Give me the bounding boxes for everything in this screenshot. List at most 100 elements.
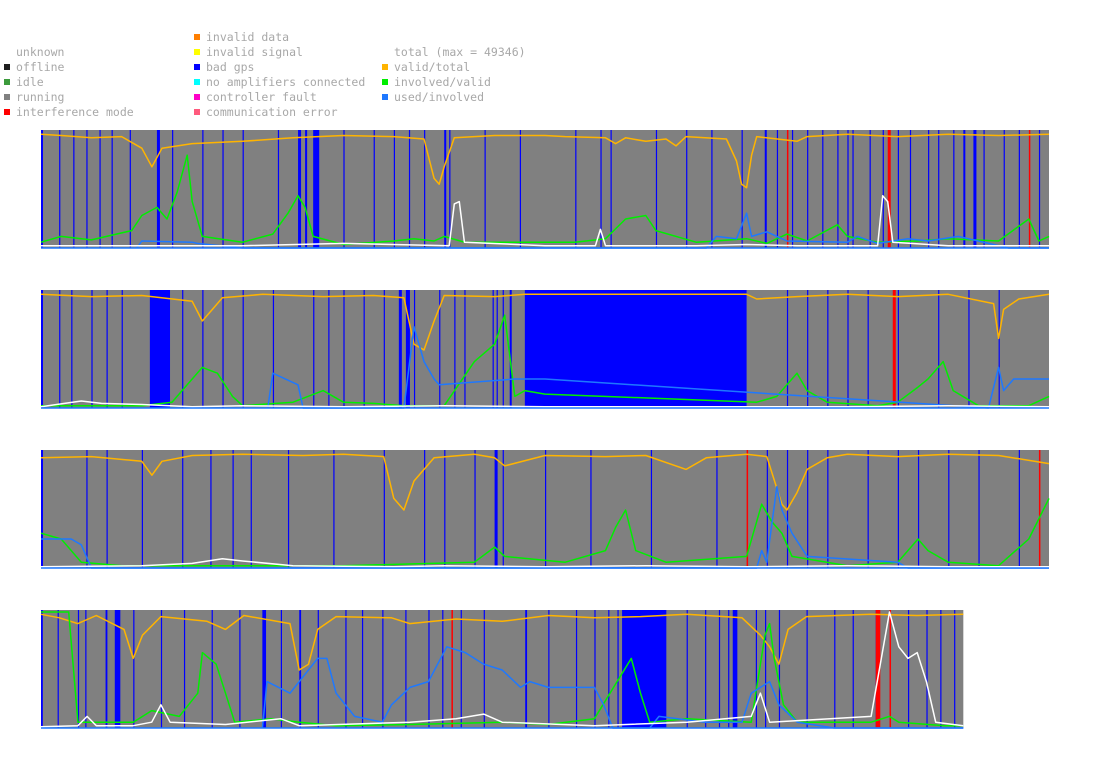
- chart-panel-1: [40, 130, 1050, 249]
- legend-label: total (max = 49346): [394, 44, 526, 59]
- bad-gps-band: [41, 290, 44, 408]
- legend-swatch: [194, 33, 200, 40]
- bad-gps-band: [317, 610, 319, 728]
- bad-gps-band: [272, 290, 275, 408]
- legend-swatch: [382, 63, 388, 70]
- bad-gps-band: [474, 450, 476, 568]
- bad-gps-band: [57, 610, 59, 728]
- bad-gps-band: [313, 290, 315, 408]
- interference-band: [451, 610, 453, 728]
- bad-gps-band: [343, 130, 345, 248]
- bad-gps-band: [383, 290, 385, 408]
- bad-gps-band: [807, 450, 809, 568]
- bad-gps-band: [496, 290, 498, 408]
- bad-gps-band: [287, 450, 290, 568]
- bad-gps-band: [1018, 130, 1020, 248]
- bad-gps-band: [141, 450, 143, 568]
- bad-gps-band: [202, 130, 204, 248]
- bad-gps-band: [869, 130, 871, 248]
- bad-gps-band: [59, 130, 61, 248]
- series-line-total: [41, 195, 1049, 247]
- series-line-total: [40, 400, 1050, 408]
- bad-gps-band: [41, 130, 44, 248]
- bad-gps-band: [59, 290, 61, 408]
- bad-gps-band: [333, 450, 335, 568]
- series-line-involved-valid: [41, 314, 1050, 407]
- bad-gps-band: [926, 610, 928, 728]
- bad-gps-band: [424, 130, 426, 248]
- bad-gps-band: [460, 610, 462, 728]
- bad-gps-band: [548, 610, 550, 728]
- bad-gps-band: [428, 610, 430, 728]
- bad-gps-band: [575, 610, 578, 728]
- bad-gps-band: [156, 130, 160, 248]
- bad-gps-band: [948, 450, 950, 568]
- bad-gps-band: [444, 450, 446, 568]
- bad-gps-band: [827, 450, 829, 568]
- bad-gps-band: [106, 450, 108, 568]
- bad-gps-band: [114, 610, 121, 728]
- bad-gps-band: [786, 290, 789, 408]
- chart-panel-2: [40, 290, 1050, 409]
- legend-label: invalid data: [206, 29, 290, 44]
- legend-item-valid-total: valid/total: [382, 59, 470, 74]
- bad-gps-band: [917, 450, 920, 568]
- bad-gps-band: [622, 610, 667, 728]
- interference-band: [889, 610, 892, 728]
- interference-band: [1038, 450, 1041, 568]
- legend-label: unknown: [16, 44, 65, 59]
- bad-gps-band: [405, 610, 407, 728]
- bad-gps-band: [77, 610, 80, 728]
- bad-gps-band: [938, 290, 940, 408]
- bad-gps-band: [827, 290, 829, 408]
- bad-gps-band: [807, 290, 809, 408]
- interference-band: [1028, 130, 1031, 248]
- legend-swatch: [194, 63, 200, 70]
- legend-swatch: [4, 63, 10, 70]
- legend-label: involved/valid: [394, 74, 491, 89]
- bad-gps-band: [86, 130, 88, 248]
- legend-item-running: running: [4, 89, 64, 104]
- bad-gps-band: [608, 610, 610, 728]
- bad-gps-band: [806, 610, 808, 728]
- bad-gps-band: [149, 290, 171, 408]
- bad-gps-band: [222, 290, 224, 408]
- bad-gps-band: [600, 130, 602, 248]
- legend-item-unknown: unknown: [4, 44, 64, 59]
- series-line-involved-valid: [40, 154, 1050, 246]
- bad-gps-band: [594, 610, 596, 728]
- legend-swatch: [4, 108, 10, 115]
- bad-gps-band: [509, 290, 512, 408]
- bad-gps-band: [492, 290, 494, 408]
- bad-gps-band: [41, 450, 44, 568]
- series-line-total: [40, 557, 1049, 568]
- bad-gps-band: [755, 610, 757, 728]
- legend-item-involved-valid: involved/valid: [382, 74, 491, 89]
- bad-gps-band: [106, 290, 108, 408]
- bad-gps-band: [776, 130, 779, 248]
- interference-band: [887, 130, 891, 248]
- bad-gps-band: [393, 130, 395, 248]
- bad-gps-band: [732, 610, 738, 728]
- bad-gps-band: [1038, 130, 1041, 248]
- bad-gps-band: [345, 610, 347, 728]
- legend-item-no-amplifiers-connected: no amplifiers connected: [194, 74, 365, 89]
- bad-gps-band: [590, 450, 592, 568]
- bad-gps-band: [610, 130, 612, 248]
- bad-gps-band: [398, 290, 402, 408]
- bad-gps-band: [99, 130, 101, 248]
- bad-gps-band: [182, 290, 184, 408]
- bad-gps-band: [524, 290, 747, 408]
- bad-gps-band: [711, 130, 713, 248]
- series-line-used-involved: [261, 646, 964, 729]
- bad-gps-band: [343, 290, 345, 408]
- series-line-used-involved: [136, 212, 1049, 249]
- bad-gps-band: [575, 130, 577, 248]
- bad-gps-band: [361, 610, 364, 728]
- legend-item-controller-fault: controller fault: [194, 89, 317, 104]
- bad-gps-band: [454, 290, 456, 408]
- bad-gps-band: [408, 130, 411, 248]
- chart-panel-4: [40, 610, 964, 729]
- bad-gps-band: [183, 610, 186, 728]
- bad-gps-band: [525, 610, 528, 728]
